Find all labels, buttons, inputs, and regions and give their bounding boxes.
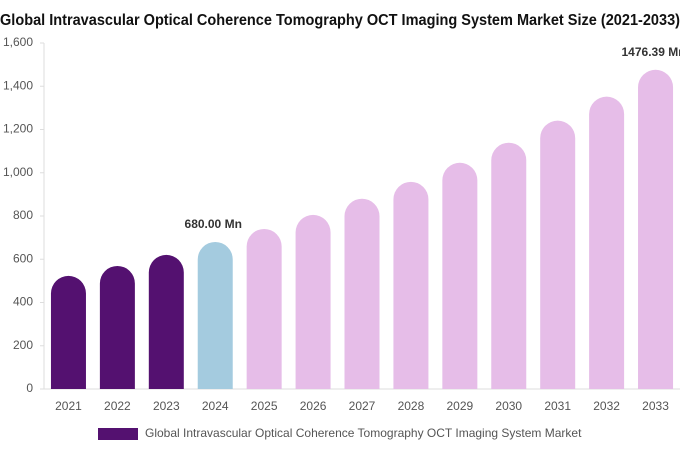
bar (344, 198, 380, 389)
x-tick-label: 2022 (104, 399, 131, 413)
x-tick-label: 2023 (153, 399, 180, 413)
x-tick-label: 2024 (202, 399, 229, 413)
bar (246, 228, 282, 389)
bar (589, 96, 625, 389)
chart-title: Global Intravascular Optical Coherence T… (0, 12, 680, 29)
bar (99, 265, 135, 389)
value-label: 680.00 Mn (185, 217, 242, 231)
x-tick-label: 2028 (398, 399, 425, 413)
bar (295, 214, 331, 389)
bar (491, 142, 527, 389)
bar (197, 241, 233, 389)
x-tick-label: 2026 (300, 399, 327, 413)
y-tick-label: 200 (13, 338, 33, 352)
x-tick-label: 2032 (593, 399, 620, 413)
x-tick-label: 2031 (544, 399, 571, 413)
legend-swatch (98, 428, 138, 440)
x-tick-label: 2029 (446, 399, 473, 413)
y-tick-label: 800 (13, 208, 33, 222)
y-tick-label: 1,200 (3, 122, 33, 136)
value-label: 1476.39 Mn (622, 45, 680, 59)
bar (540, 120, 576, 390)
x-tick-label: 2030 (495, 399, 522, 413)
x-tick-label: 2033 (642, 399, 669, 413)
y-tick-label: 1,000 (3, 165, 33, 179)
bar (50, 275, 86, 389)
legend-label: Global Intravascular Optical Coherence T… (145, 426, 582, 440)
bar (148, 254, 184, 389)
bar (638, 69, 674, 390)
y-tick-label: 600 (13, 251, 33, 265)
bar (393, 181, 429, 389)
y-tick-label: 1,400 (3, 78, 33, 92)
x-tick-label: 2021 (55, 399, 82, 413)
bar (442, 162, 478, 389)
y-tick-label: 400 (13, 295, 33, 309)
x-tick-label: 2027 (349, 399, 376, 413)
y-tick-label: 0 (26, 381, 33, 395)
x-tick-label: 2025 (251, 399, 278, 413)
y-tick-label: 1,600 (3, 35, 33, 49)
